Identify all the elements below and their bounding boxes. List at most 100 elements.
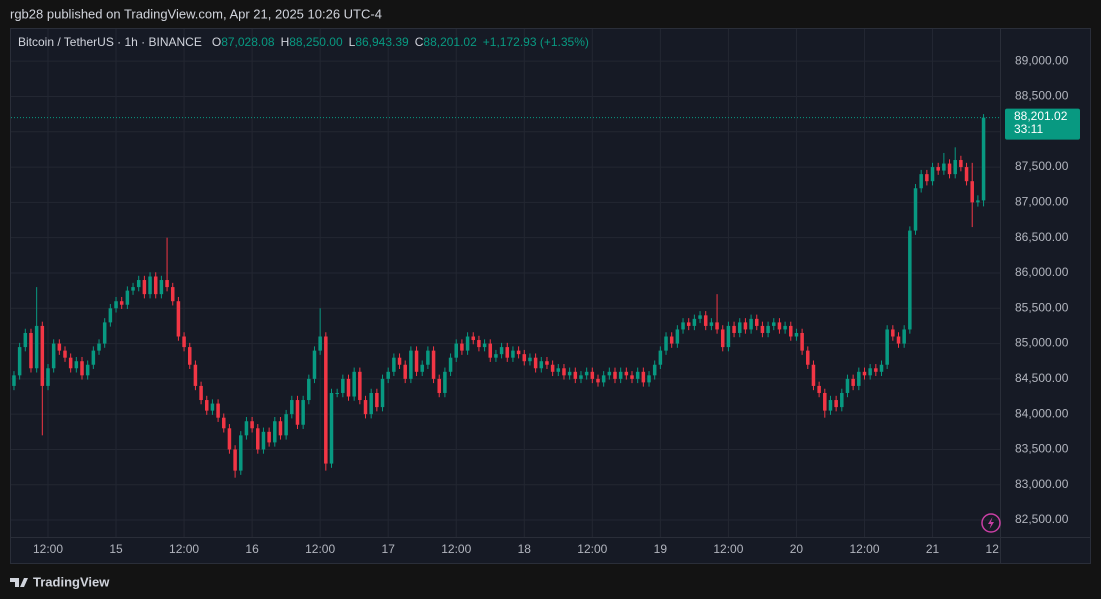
candle-body — [817, 385, 821, 393]
axis-layer: 82,500.00 83,000.00 83,500.00 84,000.00 84,5… — [1005, 53, 1080, 526]
candle-body — [363, 400, 368, 415]
candle-body — [375, 392, 379, 408]
x-tick-label: 12:00 — [441, 542, 471, 556]
time-axis: 12:00 15 12:00 16 12:00 17 12:00 18 12:00 19 12:00… — [33, 542, 1016, 556]
candle-body — [17, 347, 22, 376]
candle-body — [153, 276, 158, 295]
price-tag-countdown: 33:11 — [1014, 122, 1043, 136]
candle-body — [601, 375, 606, 383]
candle-body — [471, 336, 476, 341]
logo-mark — [10, 578, 28, 587]
candle-body — [772, 322, 776, 326]
candle-body — [845, 378, 850, 393]
candle-body — [925, 174, 929, 182]
candle-body — [386, 371, 390, 379]
candle-body — [823, 392, 827, 411]
candle-body — [737, 322, 742, 333]
candle-body — [136, 280, 141, 288]
candle-body — [789, 325, 793, 337]
symbol: Bitcoin / TetherUS · 1h · BINANCE — [18, 35, 202, 49]
candle-body — [641, 371, 646, 383]
candle-body — [23, 332, 28, 348]
candle-body — [749, 318, 753, 330]
candle-body — [528, 357, 532, 362]
candle-body — [556, 368, 561, 372]
candle-body — [488, 343, 493, 358]
candle-body — [131, 287, 135, 291]
x-tick-label: 18 — [518, 542, 532, 556]
candle-body — [913, 188, 918, 231]
candle-body — [460, 343, 464, 351]
candle-body — [431, 350, 436, 379]
candle-body — [953, 160, 957, 175]
candle-body — [318, 336, 322, 351]
candle-body — [85, 364, 90, 376]
change: +1,172.93 (+1.35%) — [483, 35, 589, 49]
candle-body — [380, 378, 385, 408]
logo-text: TradingView — [33, 574, 110, 589]
price-tag — [1005, 108, 1080, 140]
candle-body — [443, 371, 447, 393]
candle-body — [91, 350, 96, 365]
candle-body — [403, 364, 407, 379]
candle-body — [176, 301, 181, 337]
candle-body — [868, 368, 872, 376]
ohlc-value: 86,943.39 — [355, 35, 409, 49]
candle-body — [119, 301, 124, 305]
candle-body — [726, 325, 731, 348]
candle-body — [148, 276, 152, 295]
candle-body — [698, 315, 702, 319]
candle-body — [783, 325, 787, 330]
ohlc-key: H — [281, 35, 290, 49]
candle-body — [879, 364, 884, 372]
candle-body — [720, 329, 725, 348]
candle-body — [584, 371, 589, 376]
ohlc-key: C — [415, 35, 424, 49]
ohlc-value: 88,250.00 — [289, 35, 343, 49]
candle-body — [63, 350, 67, 358]
candle-body — [573, 371, 578, 379]
candle-body — [324, 336, 328, 464]
candle-body — [624, 371, 629, 376]
candle-body — [902, 329, 906, 344]
candle-body — [12, 375, 16, 386]
candle-body — [312, 350, 317, 379]
candle-body — [465, 336, 470, 351]
candle-body — [930, 167, 935, 182]
y-tick-label: 85,500.00 — [1015, 300, 1069, 314]
candle-body — [426, 350, 430, 365]
candle-body — [80, 361, 84, 376]
y-tick-label: 87,500.00 — [1015, 159, 1069, 173]
candle-body — [204, 400, 209, 411]
x-tick-label: 17 — [382, 542, 396, 556]
candle-body — [828, 400, 833, 411]
candle-body — [222, 417, 226, 429]
candle-body — [341, 378, 345, 393]
candle-body — [970, 181, 974, 203]
candle-body — [539, 361, 544, 369]
candle-body — [454, 343, 458, 358]
candle-body — [97, 343, 101, 351]
candle-body — [607, 371, 612, 376]
candle-body — [959, 160, 963, 168]
candle-body — [273, 421, 277, 443]
candle-body — [108, 308, 113, 323]
x-tick-label: 12:00 — [986, 542, 1016, 556]
candle-body — [664, 336, 668, 351]
candle-body — [947, 163, 952, 175]
candle-body — [392, 357, 396, 372]
candle-body — [630, 375, 634, 379]
candle-body — [369, 392, 373, 415]
candle-body — [420, 364, 424, 372]
candle-body — [68, 357, 73, 369]
candle-body — [743, 322, 748, 330]
candle-body — [477, 340, 481, 348]
ohlc-value: 88,201.02 — [423, 35, 477, 49]
candle-body — [256, 428, 260, 450]
candle-body — [295, 400, 300, 425]
candle-body — [579, 375, 583, 379]
candle-body — [187, 347, 192, 365]
candle-body — [681, 322, 685, 330]
x-tick-label: 12:00 — [33, 542, 63, 556]
